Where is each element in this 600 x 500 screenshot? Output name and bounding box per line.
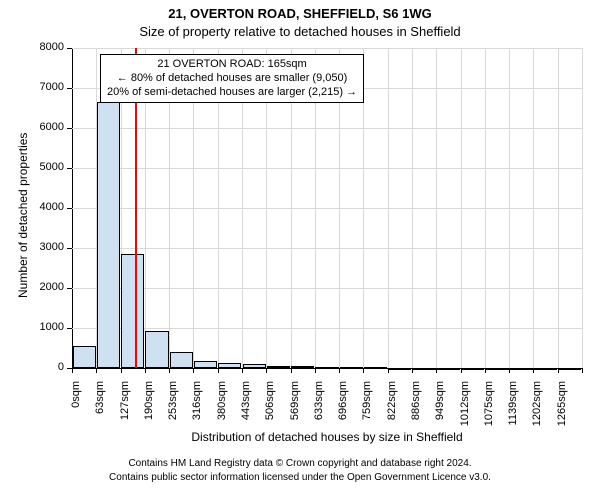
histogram-bar xyxy=(485,368,508,370)
gridline-h xyxy=(72,288,582,289)
y-tick-label: 4000 xyxy=(0,201,64,213)
info-box-line3: 20% of semi-detached houses are larger (… xyxy=(107,86,357,100)
y-axis-label: Number of detached properties xyxy=(16,132,30,297)
gridline-v xyxy=(509,48,510,368)
y-tick-label: 0 xyxy=(0,361,64,373)
y-tick-label: 2000 xyxy=(0,281,64,293)
gridline-v xyxy=(412,48,413,368)
histogram-bar xyxy=(194,361,217,368)
y-tick-mark xyxy=(67,48,72,49)
chart-title-line2: Size of property relative to detached ho… xyxy=(0,24,600,39)
histogram-bar xyxy=(315,367,338,369)
info-box-line2: ← 80% of detached houses are smaller (9,… xyxy=(107,72,357,86)
y-tick-mark xyxy=(67,168,72,169)
x-tick-mark xyxy=(72,368,73,373)
histogram-bar xyxy=(461,368,484,370)
y-tick-mark xyxy=(67,128,72,129)
histogram-bar xyxy=(413,368,436,370)
x-tick-mark xyxy=(96,368,97,373)
x-axis-label: Distribution of detached houses by size … xyxy=(72,430,582,444)
gridline-h xyxy=(72,128,582,129)
chart-title-line1: 21, OVERTON ROAD, SHEFFIELD, S6 1WG xyxy=(0,6,600,21)
gridline-v xyxy=(582,48,583,368)
footer-line2: Contains public sector information licen… xyxy=(0,472,600,484)
x-tick-mark xyxy=(291,368,292,373)
histogram-bar xyxy=(437,368,460,370)
y-tick-label: 5000 xyxy=(0,161,64,173)
histogram-bar xyxy=(364,367,387,369)
x-tick-mark xyxy=(145,368,146,373)
x-tick-mark xyxy=(315,368,316,373)
y-tick-mark xyxy=(67,88,72,89)
x-tick-mark xyxy=(582,368,583,373)
y-tick-label: 1000 xyxy=(0,321,64,333)
y-tick-label: 3000 xyxy=(0,241,64,253)
histogram-bar xyxy=(558,368,581,370)
histogram-bar xyxy=(97,102,120,368)
gridline-v xyxy=(388,48,389,368)
gridline-v xyxy=(461,48,462,368)
gridline-h xyxy=(72,208,582,209)
histogram-bar xyxy=(121,254,144,368)
gridline-v xyxy=(533,48,534,368)
footer-line1: Contains HM Land Registry data © Crown c… xyxy=(0,458,600,470)
y-tick-mark xyxy=(67,208,72,209)
gridline-h xyxy=(72,248,582,249)
histogram-bar xyxy=(73,346,96,368)
y-tick-label: 6000 xyxy=(0,121,64,133)
histogram-bar xyxy=(145,331,168,368)
y-tick-mark xyxy=(67,328,72,329)
y-tick-mark xyxy=(67,288,72,289)
histogram-bar xyxy=(218,363,241,368)
histogram-bar xyxy=(267,366,290,368)
x-tick-mark xyxy=(193,368,194,373)
gridline-h xyxy=(72,168,582,169)
x-tick-mark xyxy=(121,368,122,373)
x-tick-mark xyxy=(218,368,219,373)
x-tick-mark xyxy=(266,368,267,373)
gridline-v xyxy=(485,48,486,368)
histogram-bar xyxy=(510,368,533,370)
x-tick-mark xyxy=(242,368,243,373)
histogram-bar xyxy=(243,364,266,368)
histogram-bar xyxy=(534,368,557,370)
gridline-h xyxy=(72,48,582,49)
gridline-v xyxy=(436,48,437,368)
y-tick-mark xyxy=(67,248,72,249)
histogram-bar xyxy=(340,367,363,369)
info-box: 21 OVERTON ROAD: 165sqm← 80% of detached… xyxy=(100,54,364,103)
gridline-v xyxy=(558,48,559,368)
y-tick-label: 8000 xyxy=(0,41,64,53)
histogram-bar xyxy=(291,366,314,368)
histogram-bar xyxy=(170,352,193,368)
x-tick-mark xyxy=(169,368,170,373)
gridline-h xyxy=(72,328,582,329)
y-tick-label: 7000 xyxy=(0,81,64,93)
histogram-bar xyxy=(388,368,411,370)
info-box-line1: 21 OVERTON ROAD: 165sqm xyxy=(107,58,357,72)
